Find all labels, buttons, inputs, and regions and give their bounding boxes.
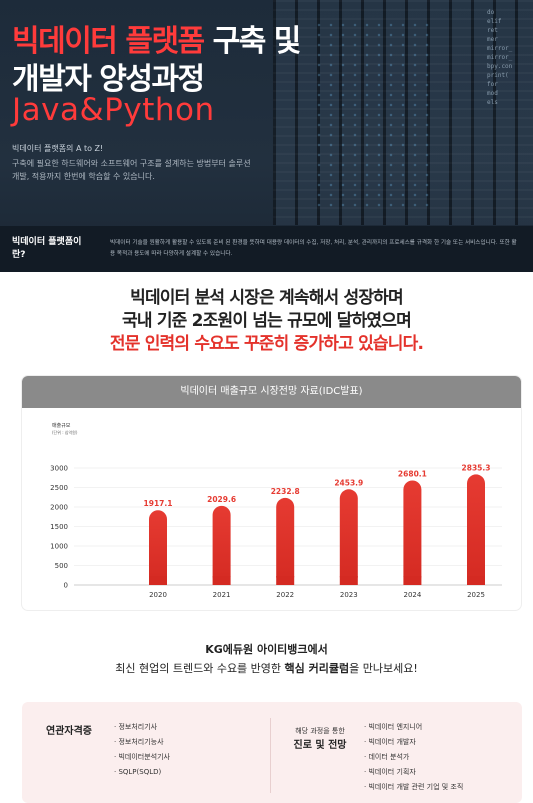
bar-base (212, 576, 231, 585)
bar (403, 480, 422, 585)
hero-sub-text: 구축에 필요한 하드웨어와 소프트웨어 구조를 설계하는 방법부터 솔루션 개발… (12, 159, 251, 181)
definition-text: 빅데이터 기술을 원활하게 활용할 수 있도록 준비 된 환경을 뜻하며 대용량… (110, 240, 517, 257)
bar-base (149, 576, 167, 585)
x-tick-label: 2020 (149, 591, 167, 599)
x-tick-label: 2022 (276, 591, 294, 599)
x-tick-label: 2025 (467, 591, 485, 599)
kg-intro-line2: 최신 현업의 트렌드와 수요를 반영한 핵심 커리큘럼을 만나보세요! (115, 662, 418, 675)
bar-value-label: 2835.3 (462, 463, 491, 472)
headline-line1: 빅데이터 분석 시장은 계속해서 성장하며 (130, 288, 404, 308)
code-line: mod (487, 90, 498, 97)
career-item: 빅데이터 엔지니어 (364, 720, 463, 735)
code-line: mer (487, 36, 498, 43)
bar-base (403, 576, 422, 585)
y-tick-label: 500 (55, 562, 68, 570)
code-line: elif (487, 18, 502, 25)
definition-label: 빅데이터 플랫폼이란? (12, 237, 82, 260)
cert-item: SQLP(SQLD) (114, 765, 170, 780)
y-axis-label: 매출규모 (52, 422, 71, 429)
code-overlay: do elif ret mer mirror_ mirror_ bpy.con print( f… (487, 8, 527, 107)
career-item: 빅데이터 기획자 (364, 765, 463, 780)
career-item: 빅데이터 개발 관련 기업 및 조직 (364, 780, 463, 795)
code-line: mirror_ (487, 45, 513, 52)
code-line: mirror_ (487, 54, 513, 61)
career-title: 진로 및 전망 (293, 740, 347, 751)
platform-definition-band: 빅데이터 플랫폼이란? 빅데이터 기술을 원활하게 활용할 수 있도록 준비 된… (0, 226, 533, 272)
bar-value-label: 2453.9 (334, 478, 363, 487)
chart-card-title: 빅데이터 매출규모 시장전망 자료(IDC발표) (22, 376, 521, 408)
bar (212, 505, 231, 585)
cert-list: 정보처리기사 정보처리기능사 빅데이터분석기사 SQLP(SQLD) (114, 720, 170, 780)
bar-base (339, 576, 358, 585)
y-tick-label: 2000 (50, 504, 68, 512)
career-list: 빅데이터 엔지니어 빅데이터 개발자 데이터 분석가 빅데이터 기획자 빅데이터… (364, 720, 463, 795)
cert-item: 빅데이터분석기사 (114, 750, 170, 765)
hero-banner: do elif ret mer mirror_ mirror_ bpy.con print( f… (0, 0, 533, 272)
x-tick-label: 2024 (403, 591, 421, 599)
panel-divider (270, 718, 271, 793)
code-line: bpy.con (487, 63, 513, 70)
y-tick-label: 1000 (50, 543, 68, 551)
hero-title-line3: Java&Python (12, 92, 215, 128)
career-item: 데이터 분석가 (364, 750, 463, 765)
y-axis-unit: (단위 : 십억원) (52, 429, 78, 435)
bar (149, 510, 167, 585)
x-tick-label: 2023 (340, 591, 358, 599)
hero-title-line1: 빅데이터 플랫폼 구축 및 (12, 24, 301, 59)
code-line: do (487, 9, 495, 16)
career-item: 빅데이터 개발자 (364, 735, 463, 750)
server-rack-image (273, 0, 533, 225)
market-bar-chart: 매출규모(단위 : 십억원) 0 500 1000 1500 2000 2500 3000 19… (50, 422, 502, 599)
x-tick-label: 2021 (213, 591, 231, 599)
y-tick-label: 1500 (50, 523, 68, 531)
y-tick-label: 2500 (50, 484, 68, 492)
server-lights (313, 20, 433, 210)
kg-intro-line1: KG에듀원 아이티뱅크에서 (205, 643, 328, 656)
bar-value-label: 2232.8 (271, 487, 300, 496)
bar (467, 474, 485, 585)
cert-item: 정보처리기사 (114, 720, 170, 735)
bar-base (467, 576, 485, 585)
headline-line3: 전문 인력의 수요도 꾸준히 증가하고 있습니다. (109, 334, 424, 354)
bar (276, 497, 295, 585)
cert-item: 정보처리기능사 (114, 735, 170, 750)
code-line: for (487, 81, 498, 88)
career-sub-title: 해당 과정을 통한 (295, 727, 345, 735)
hero-sub-heading: 빅데이터 플랫폼의 A to Z! (12, 144, 104, 153)
y-tick-label: 0 (64, 582, 68, 590)
bar-base (276, 576, 295, 585)
y-tick-label: 3000 (50, 465, 68, 473)
headline-line2: 국내 기준 2조원이 넘는 규모에 달하였으며 (122, 311, 412, 331)
bar (339, 489, 358, 585)
bar-value-label: 1917.1 (144, 499, 173, 508)
bar-value-label: 2680.1 (398, 469, 427, 478)
cert-career-panel: 연관자격증 정보처리기사 정보처리기능사 빅데이터분석기사 SQLP(SQLD)… (22, 702, 522, 803)
hero-title-line2: 개발자 양성과정 (12, 62, 205, 97)
bar-value-label: 2029.6 (207, 495, 236, 504)
code-line: print( (487, 72, 509, 79)
code-line: els (487, 99, 498, 106)
cert-title: 연관자격증 (46, 726, 92, 737)
code-line: ret (487, 27, 498, 34)
market-chart-card: 빅데이터 매출규모 시장전망 자료(IDC발표) 매출규모 (단위 : 십억원) 0… (22, 376, 521, 610)
